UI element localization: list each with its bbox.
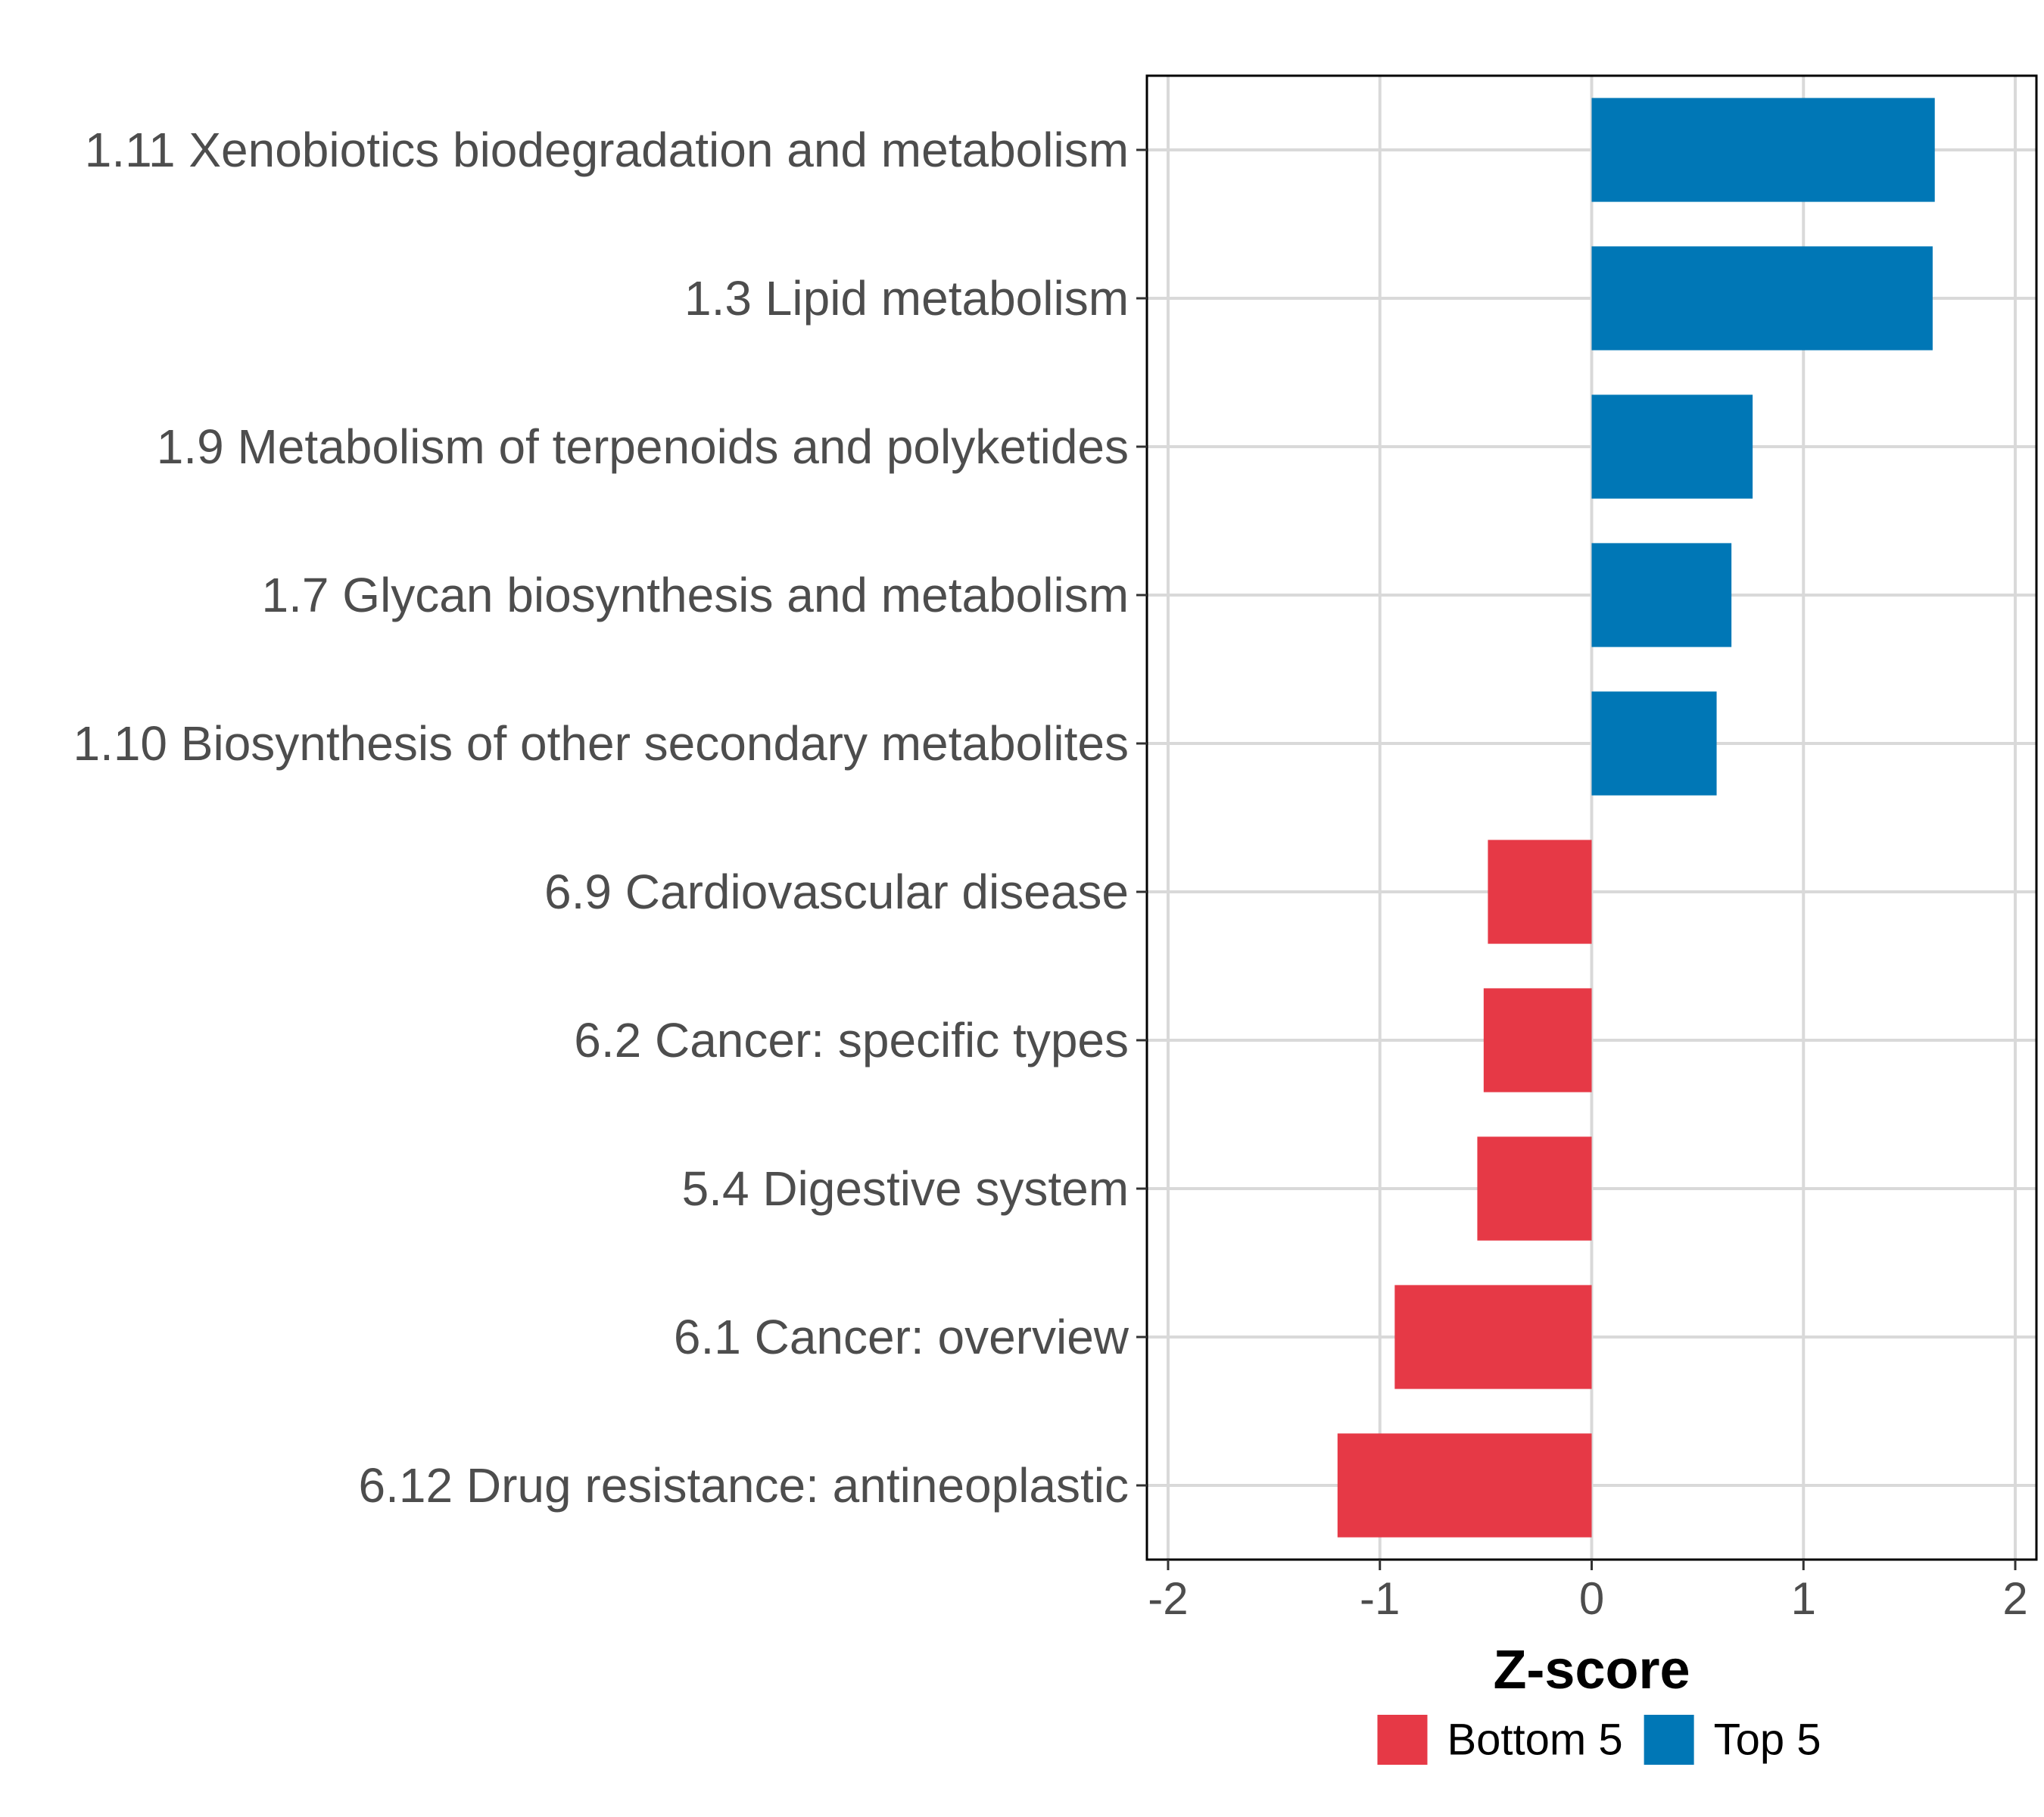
bar-9 xyxy=(1394,1285,1592,1389)
category-label: 6.12 Drug resistance: antineoplastic xyxy=(359,1458,1129,1513)
bar-10 xyxy=(1337,1433,1592,1538)
bar-2 xyxy=(1591,246,1933,351)
y-axis: 1.11 Xenobiotics biodegradation and meta… xyxy=(73,123,1147,1513)
category-label: 1.3 Lipid metabolism xyxy=(684,271,1129,326)
category-label: 1.7 Glycan biosynthesis and metabolism xyxy=(262,568,1129,622)
legend-swatch-1 xyxy=(1377,1715,1428,1765)
legend-label-2: Top 5 xyxy=(1714,1716,1821,1765)
bars xyxy=(1337,98,1935,1538)
bar-1 xyxy=(1591,98,1935,202)
category-label: 6.1 Cancer: overview xyxy=(674,1310,1129,1364)
bar-8 xyxy=(1477,1136,1592,1241)
bar-5 xyxy=(1591,691,1717,796)
category-label: 1.11 Xenobiotics biodegradation and meta… xyxy=(85,123,1129,177)
bar-4 xyxy=(1591,543,1732,647)
category-label: 6.9 Cardiovascular disease xyxy=(544,865,1129,919)
legend-swatch-2 xyxy=(1644,1715,1694,1765)
bar-7 xyxy=(1483,988,1592,1092)
x-tick-label: 2 xyxy=(2002,1573,2027,1624)
category-label: 1.10 Biosynthesis of other secondary met… xyxy=(73,716,1129,771)
x-tick-label: -1 xyxy=(1360,1573,1400,1624)
category-label: 1.9 Metabolism of terpenoids and polyket… xyxy=(157,419,1129,474)
bar-3 xyxy=(1591,394,1753,499)
x-tick-label: 0 xyxy=(1579,1573,1604,1624)
x-tick-label: 1 xyxy=(1791,1573,1816,1624)
category-label: 6.2 Cancer: specific types xyxy=(574,1013,1129,1067)
category-label: 5.4 Digestive system xyxy=(682,1161,1129,1216)
legend-label-1: Bottom 5 xyxy=(1447,1716,1622,1765)
x-tick-label: -2 xyxy=(1148,1573,1188,1624)
x-axis-title: Z-score xyxy=(1493,1640,1690,1700)
legend: Bottom 5 Top 5 xyxy=(1377,1715,1821,1765)
bar-6 xyxy=(1488,840,1592,944)
x-axis: -2 -1 0 1 2 xyxy=(1148,1560,2028,1624)
